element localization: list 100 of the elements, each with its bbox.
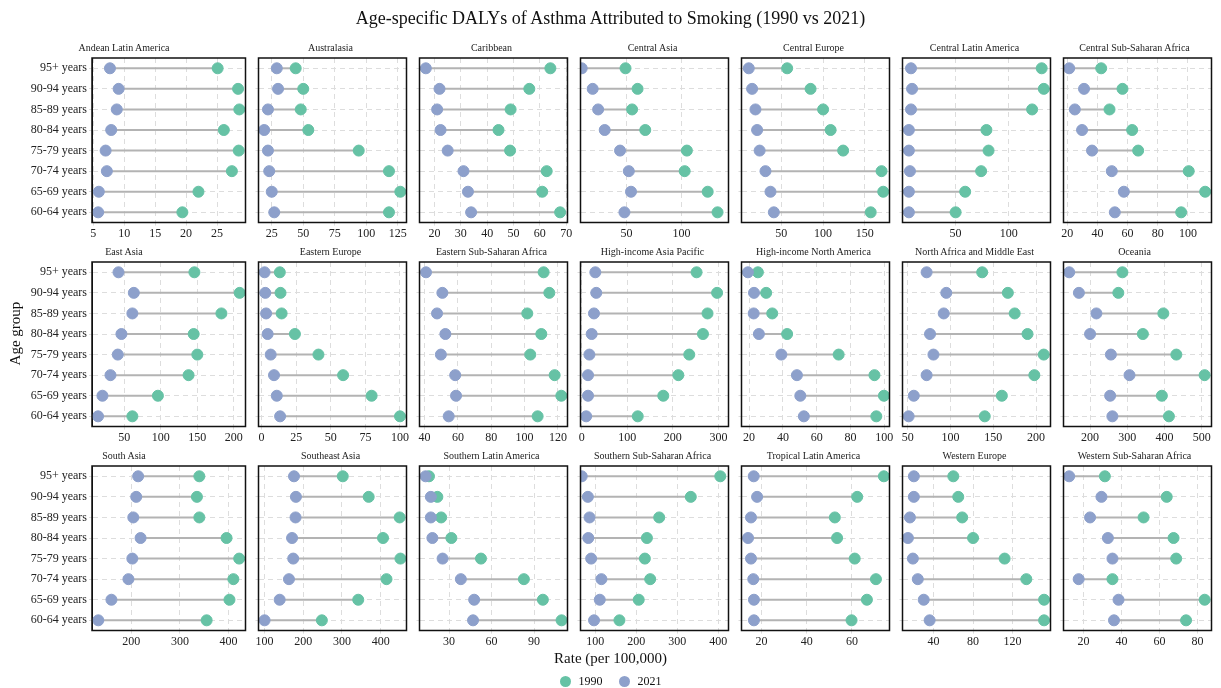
x-tick-label: 300 <box>709 429 728 444</box>
y-tick-label: 90-94 years <box>30 285 88 300</box>
x-tick-label: 80 <box>1151 225 1164 240</box>
x-tick-label: 300 <box>668 633 687 648</box>
y-tick-label: 65-69 years <box>30 387 88 402</box>
chart-title: Southern Latin America <box>443 449 541 461</box>
y-tick-label: 65-69 years <box>30 183 88 198</box>
y-tick-label: 95+ years <box>39 60 88 75</box>
x-tick-label: 300 <box>170 633 189 648</box>
x-tick-label: 40 <box>418 429 431 444</box>
chart-title: Caribbean <box>470 41 513 53</box>
x-tick-label: 200 <box>122 633 141 648</box>
chart-title: Eastern Europe <box>299 245 362 257</box>
x-tick-label: 20 <box>180 225 193 240</box>
x-tick-label: 40 <box>776 429 789 444</box>
x-tick-label: 400 <box>371 633 390 648</box>
x-tick-label: 100 <box>255 633 274 648</box>
x-tick-label: 40 <box>927 633 940 648</box>
chart-title: Eastern Sub-Saharan Africa <box>435 245 548 257</box>
y-tick-label: 60-64 years <box>30 204 88 219</box>
chart-title: South Asia <box>102 449 147 461</box>
x-tick-label: 500 <box>1192 429 1211 444</box>
x-tick-label: 25 <box>290 429 303 444</box>
legend-label: 1990 <box>578 674 603 688</box>
x-tick-label: 0 <box>578 429 585 444</box>
chart-title: Central Asia <box>627 41 678 53</box>
x-tick-label: 60 <box>810 429 823 444</box>
y-tick-label: 90-94 years <box>30 81 88 96</box>
x-tick-label: 200 <box>1027 429 1046 444</box>
x-tick-label: 100 <box>1178 225 1197 240</box>
x-tick-label: 50 <box>901 429 914 444</box>
y-tick-label: 70-74 years <box>30 163 88 178</box>
x-tick-label: 120 <box>1003 633 1022 648</box>
x-tick-label: 50 <box>118 429 131 444</box>
chart-title: Southeast Asia <box>300 449 361 461</box>
x-tick-label: 50 <box>324 429 337 444</box>
x-tick-label: 80 <box>967 633 980 648</box>
x-tick-label: 400 <box>1155 429 1174 444</box>
x-tick-label: 200 <box>224 429 243 444</box>
x-tick-label: 200 <box>663 429 682 444</box>
chart-title: High-income Asia Pacific <box>600 245 705 257</box>
chart-title: Central Europe <box>783 41 845 53</box>
x-tick-label: 15 <box>149 225 162 240</box>
y-tick-label: 95+ years <box>39 468 88 483</box>
chart-title: Southern Sub-Saharan Africa <box>593 449 712 461</box>
x-tick-label: 100 <box>814 225 833 240</box>
chart-title: East Asia <box>105 245 144 257</box>
x-axis-title: Rate (per 100,000) <box>553 650 668 667</box>
x-tick-label: 50 <box>297 225 310 240</box>
chart-title: Tropical Latin America <box>766 449 861 461</box>
y-tick-label: 95+ years <box>39 264 88 279</box>
legend-label: 2021 <box>637 674 662 688</box>
x-tick-label: 200 <box>1081 429 1100 444</box>
y-tick-label: 90-94 years <box>30 489 88 504</box>
x-tick-label: 100 <box>586 633 605 648</box>
x-tick-label: 50 <box>775 225 788 240</box>
x-tick-label: 20 <box>743 429 756 444</box>
x-tick-label: 100 <box>672 225 691 240</box>
y-tick-label: 85-89 years <box>30 101 88 116</box>
x-tick-label: 20 <box>428 225 441 240</box>
x-tick-label: 50 <box>949 225 962 240</box>
x-tick-label: 20 <box>755 633 768 648</box>
x-tick-label: 150 <box>188 429 207 444</box>
x-tick-label: 90 <box>528 633 541 648</box>
y-tick-label: 70-74 years <box>30 571 88 586</box>
y-tick-label: 80-84 years <box>30 530 88 545</box>
x-tick-label: 100 <box>875 429 894 444</box>
x-tick-label: 20 <box>1077 633 1090 648</box>
x-tick-label: 200 <box>627 633 646 648</box>
y-tick-label: 80-84 years <box>30 122 88 137</box>
x-tick-label: 60 <box>845 633 858 648</box>
x-tick-label: 80 <box>485 429 498 444</box>
x-tick-label: 50 <box>620 225 633 240</box>
x-tick-label: 40 <box>1115 633 1128 648</box>
x-tick-label: 75 <box>359 429 372 444</box>
y-tick-label: 80-84 years <box>30 326 88 341</box>
x-tick-label: 25 <box>211 225 224 240</box>
x-tick-label: 100 <box>999 225 1018 240</box>
y-tick-label: 85-89 years <box>30 305 88 320</box>
x-tick-label: 150 <box>984 429 1003 444</box>
x-tick-label: 200 <box>294 633 313 648</box>
x-tick-label: 120 <box>548 429 567 444</box>
x-tick-label: 400 <box>219 633 238 648</box>
x-tick-label: 100 <box>357 225 376 240</box>
x-tick-label: 150 <box>855 225 874 240</box>
x-tick-label: 60 <box>533 225 546 240</box>
x-tick-label: 60 <box>1121 225 1134 240</box>
x-tick-label: 75 <box>328 225 341 240</box>
x-tick-label: 80 <box>844 429 857 444</box>
x-tick-label: 30 <box>443 633 456 648</box>
chart-title: North Africa and Middle East <box>915 245 1035 257</box>
y-tick-label: 65-69 years <box>30 591 88 606</box>
y-tick-label: 60-64 years <box>30 612 88 627</box>
chart-title: High-income North America <box>756 245 872 257</box>
x-tick-label: 60 <box>1153 633 1166 648</box>
x-tick-label: 40 <box>1091 225 1104 240</box>
x-tick-label: 40 <box>481 225 494 240</box>
x-tick-label: 0 <box>258 429 265 444</box>
x-tick-label: 25 <box>265 225 278 240</box>
x-tick-label: 60 <box>451 429 464 444</box>
